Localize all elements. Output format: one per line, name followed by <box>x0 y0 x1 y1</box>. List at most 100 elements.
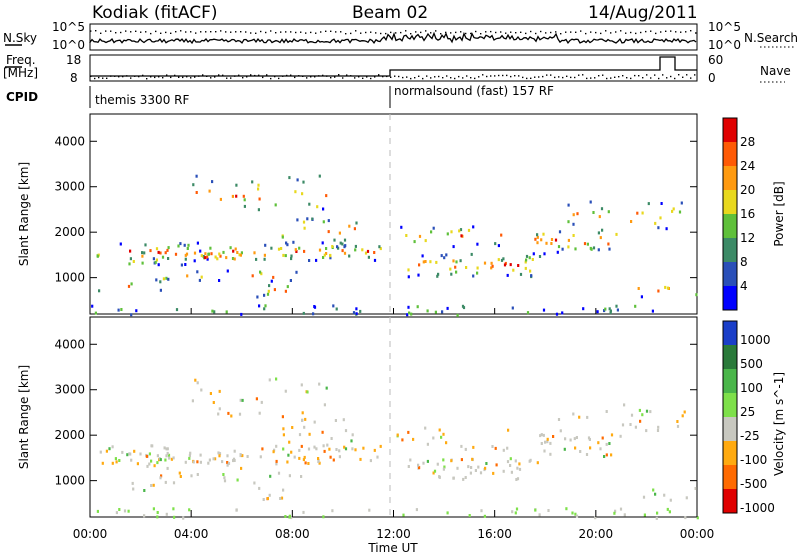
nsearch-point <box>350 32 352 35</box>
nsearch-point <box>505 32 507 34</box>
heatmap-cell <box>306 217 309 221</box>
heatmap-cell <box>148 452 151 456</box>
heatmap-cell <box>167 246 170 250</box>
nave-point <box>234 75 236 77</box>
nsearch-point <box>185 31 187 33</box>
nsearch-point <box>680 31 682 33</box>
nave-point <box>106 77 108 79</box>
heatmap-cell <box>172 481 176 485</box>
heatmap-cell <box>226 454 229 458</box>
nave-point <box>350 75 352 77</box>
nave-point <box>434 76 436 78</box>
heatmap-cell <box>217 451 220 455</box>
heatmap-cell <box>351 447 354 451</box>
heatmap-cell <box>456 466 459 470</box>
heatmap-cell <box>175 308 179 312</box>
nave-point <box>374 76 376 78</box>
heatmap-cell <box>341 242 344 246</box>
colorbar-tick-label: 500 <box>740 357 763 371</box>
heatmap-cell <box>150 459 153 463</box>
heatmap-cell <box>601 436 604 440</box>
heatmap-cell <box>542 433 545 437</box>
heatmap-cell <box>263 257 266 261</box>
heatmap-cell <box>352 311 356 315</box>
heatmap-cell <box>193 259 196 263</box>
nsearch-point <box>285 31 287 33</box>
velocity-colorbar-label: Velocity [m s^-1] <box>772 372 786 476</box>
nsearch-point <box>280 31 282 33</box>
nsearch-point <box>95 30 97 32</box>
heatmap-cell <box>502 257 505 261</box>
heatmap-cell <box>200 275 203 279</box>
nave-point <box>222 74 224 76</box>
heatmap-cell <box>490 266 493 270</box>
heatmap-cell <box>417 273 420 277</box>
nsearch-point <box>575 31 577 33</box>
heatmap-cell <box>502 448 505 452</box>
heatmap-cell <box>586 415 589 419</box>
heatmap-cell <box>313 305 316 308</box>
heatmap-cell <box>676 424 680 428</box>
nave-point <box>198 75 200 77</box>
heatmap-cell <box>572 213 575 217</box>
heatmap-cell <box>608 307 611 311</box>
heatmap-cell <box>515 507 519 511</box>
heatmap-cell <box>132 487 135 491</box>
velocity-panel-frame <box>89 316 698 518</box>
heatmap-cell <box>306 390 309 394</box>
heatmap-cell <box>298 433 302 437</box>
heatmap-cell <box>317 457 320 460</box>
heatmap-cell <box>260 272 263 276</box>
heatmap-cell <box>567 245 570 249</box>
heatmap-cell <box>301 192 304 196</box>
nsearch-point <box>100 32 102 34</box>
heatmap-cell <box>413 240 416 244</box>
heatmap-cell <box>621 423 625 427</box>
heatmap-cell <box>159 476 162 480</box>
heatmap-cell <box>344 429 348 433</box>
heatmap-cell <box>317 460 320 463</box>
heatmap-cell <box>218 452 222 456</box>
heatmap-cell <box>264 304 267 308</box>
heatmap-cell <box>277 247 281 251</box>
heatmap-cell <box>614 509 617 513</box>
power-ylabel: Slant Range [km] <box>17 162 31 266</box>
heatmap-cell <box>196 460 199 464</box>
heatmap-cell <box>376 455 379 459</box>
heatmap-cell <box>410 312 413 316</box>
heatmap-cell <box>325 386 328 390</box>
heatmap-cell <box>373 448 376 452</box>
heatmap-cell <box>218 252 221 256</box>
heatmap-cell <box>432 471 435 475</box>
heatmap-cell <box>230 414 233 418</box>
heatmap-cell <box>282 447 285 451</box>
heatmap-cell <box>539 434 542 438</box>
nave-point <box>606 77 608 80</box>
x-tick-label: 08:00 <box>275 527 310 541</box>
nsearch-point <box>560 33 562 35</box>
nave-point <box>190 77 192 79</box>
heatmap-cell <box>642 495 646 499</box>
heatmap-cell <box>540 442 543 445</box>
nave-point <box>282 75 284 77</box>
freq-trace <box>90 56 697 77</box>
heatmap-cell <box>569 438 572 442</box>
nave-point <box>342 77 344 79</box>
heatmap-cell <box>322 256 325 259</box>
heatmap-cell <box>152 507 155 511</box>
heatmap-cell <box>652 488 655 492</box>
heatmap-cell <box>343 445 346 449</box>
heatmap-cell <box>163 446 166 450</box>
heatmap-cell <box>636 211 639 215</box>
heatmap-cell <box>216 257 219 261</box>
heatmap-cell <box>251 180 254 184</box>
colorbar-segment <box>723 441 737 465</box>
nsearch-point <box>260 30 262 33</box>
nsearch-point <box>695 32 697 34</box>
nave-point <box>630 77 632 80</box>
nsearch-point <box>90 30 92 32</box>
nave-point <box>330 77 332 79</box>
nave-point <box>114 75 116 77</box>
heatmap-cell <box>641 211 644 215</box>
nsearch-point <box>685 31 687 33</box>
